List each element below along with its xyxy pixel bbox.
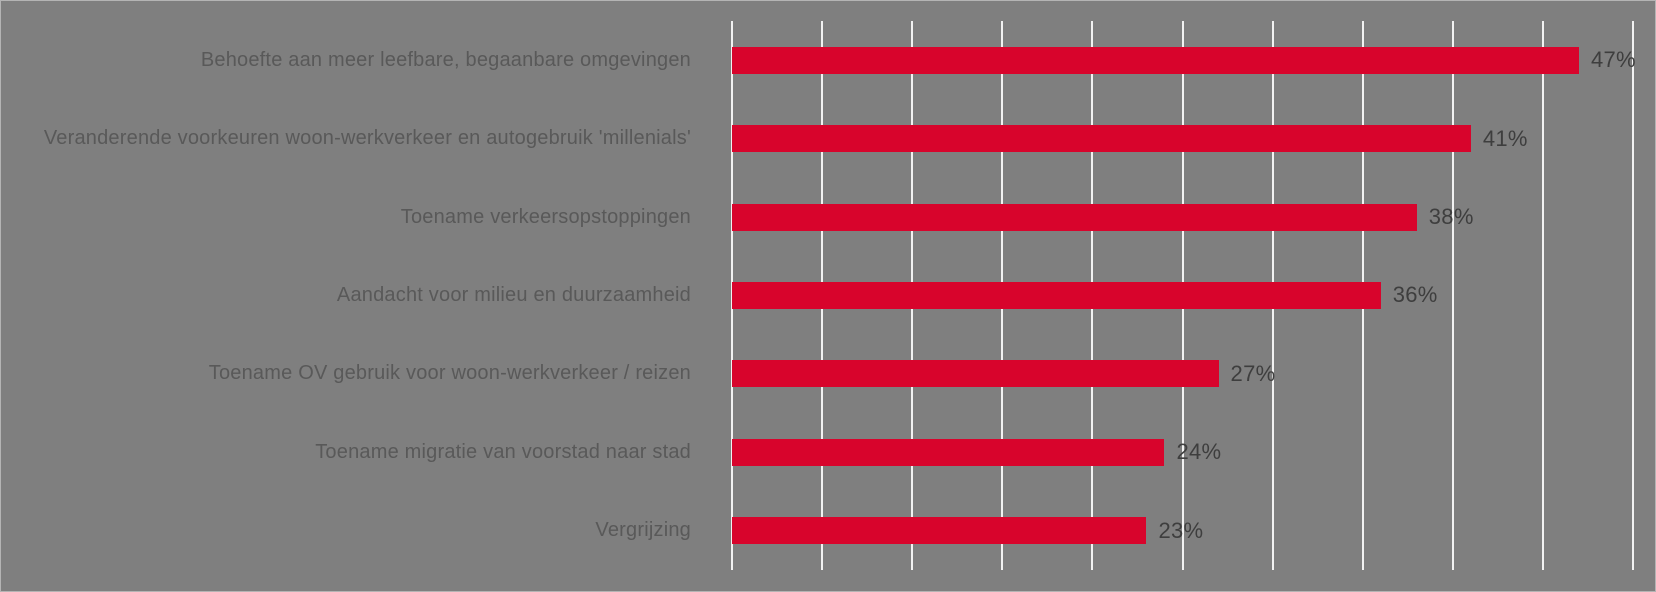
bar-row: Veranderende voorkeuren woon-werkverkeer… xyxy=(1,99,1655,177)
gridline xyxy=(1451,21,1454,570)
value-label: 36% xyxy=(1392,282,1438,308)
bar xyxy=(732,360,1219,388)
value-label: 27% xyxy=(1230,360,1276,386)
bar-row: Toename OV gebruik voor woon-werkverkeer… xyxy=(1,335,1655,413)
bar-rows: Behoefte aan meer leefbare, begaanbare o… xyxy=(1,21,1655,570)
bar-row: Behoefte aan meer leefbare, begaanbare o… xyxy=(1,21,1655,99)
value-label: 38% xyxy=(1428,204,1474,230)
category-label: Behoefte aan meer leefbare, begaanbare o… xyxy=(200,48,691,71)
category-label: Veranderende voorkeuren woon-werkverkeer… xyxy=(43,127,691,150)
gridline xyxy=(1541,21,1544,570)
bar-row: Aandacht voor milieu en duurzaamheid 36% xyxy=(1,256,1655,334)
bar xyxy=(732,46,1579,74)
value-label: 24% xyxy=(1176,439,1222,465)
gridline xyxy=(1632,21,1634,570)
category-label: Toename verkeersopstoppingen xyxy=(400,205,691,228)
category-label: Toename migratie van voorstad naar stad xyxy=(315,440,691,463)
value-label: 23% xyxy=(1158,517,1204,543)
bar-row: Vergrijzing 23% xyxy=(1,492,1655,570)
bar xyxy=(732,125,1471,153)
bar xyxy=(732,203,1417,231)
bar xyxy=(732,438,1165,466)
value-label: 41% xyxy=(1482,125,1528,151)
category-label: Vergrijzing xyxy=(595,519,691,542)
value-label: 47% xyxy=(1590,47,1636,73)
category-label: Toename OV gebruik voor woon-werkverkeer… xyxy=(208,362,691,385)
bar xyxy=(732,517,1147,545)
bar-row: Toename verkeersopstoppingen 38% xyxy=(1,178,1655,256)
category-label: Aandacht voor milieu en duurzaamheid xyxy=(336,283,691,306)
bar xyxy=(732,281,1381,309)
bar-row: Toename migratie van voorstad naar stad 2… xyxy=(1,413,1655,491)
